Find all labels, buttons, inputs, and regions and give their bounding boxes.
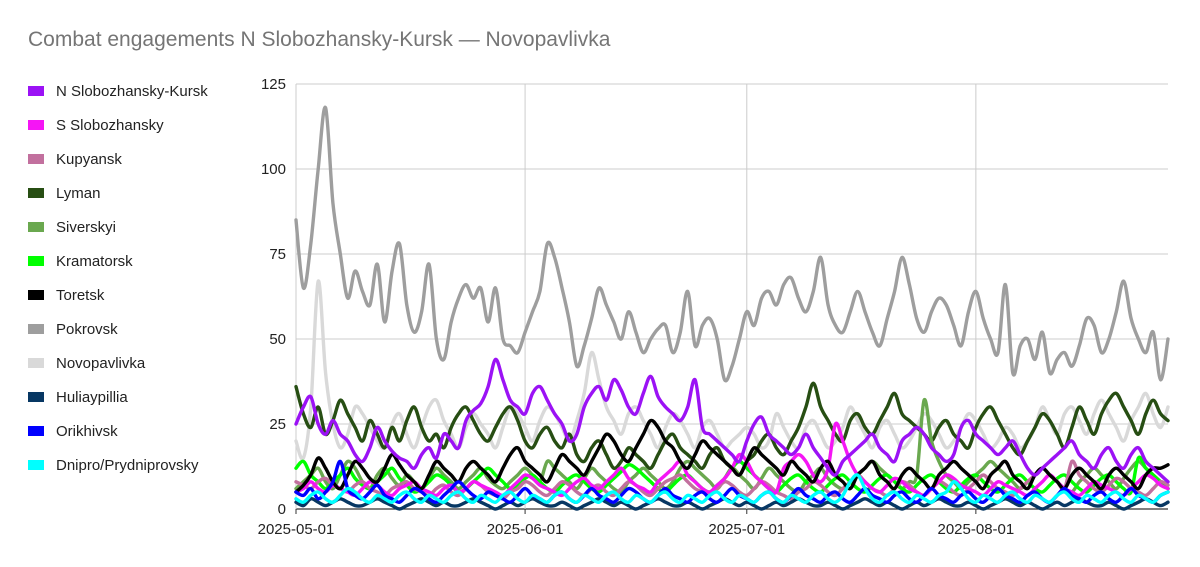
legend-item: Lyman bbox=[28, 176, 208, 210]
y-tick-label: 0 bbox=[278, 501, 286, 518]
y-tick-label: 125 bbox=[261, 76, 286, 93]
x-tick-label: 2025-06-01 bbox=[487, 521, 564, 538]
legend-swatch bbox=[28, 188, 44, 198]
y-tick-label: 75 bbox=[269, 246, 286, 263]
legend-label: Kupyansk bbox=[56, 150, 122, 168]
x-tick-label: 2025-07-01 bbox=[708, 521, 785, 538]
legend-label: Orikhivsk bbox=[56, 422, 118, 440]
legend-label: N Slobozhansky-Kursk bbox=[56, 82, 208, 100]
legend-swatch bbox=[28, 154, 44, 164]
legend-swatch bbox=[28, 426, 44, 436]
series-line-novopavlivka bbox=[294, 279, 1170, 461]
series-line-dnipro-prydniprovsky bbox=[294, 473, 1170, 505]
y-tick-label: 25 bbox=[269, 416, 286, 433]
legend-item: Orikhivsk bbox=[28, 414, 208, 448]
legend-item: Siverskyi bbox=[28, 210, 208, 244]
legend-item: Kramatorsk bbox=[28, 244, 208, 278]
legend-item: N Slobozhansky-Kursk bbox=[28, 74, 208, 108]
legend-label: Lyman bbox=[56, 184, 101, 202]
series-line-toretsk bbox=[294, 418, 1170, 494]
legend-item: Huliaypillia bbox=[28, 380, 208, 414]
legend-swatch bbox=[28, 222, 44, 232]
legend-label: S Slobozhansky bbox=[56, 116, 164, 134]
legend-item: Dnipro/Prydniprovsky bbox=[28, 448, 208, 482]
legend-swatch bbox=[28, 392, 44, 402]
y-tick-label: 100 bbox=[261, 161, 286, 178]
legend-item: S Slobozhansky bbox=[28, 108, 208, 142]
legend-swatch bbox=[28, 460, 44, 470]
legend-label: Novopavlivka bbox=[56, 354, 146, 372]
legend-item: Pokrovsk bbox=[28, 312, 208, 346]
legend-label: Kramatorsk bbox=[56, 252, 133, 270]
legend-swatch bbox=[28, 324, 44, 334]
legend-item: Novopavlivka bbox=[28, 346, 208, 380]
legend-swatch bbox=[28, 86, 44, 96]
x-tick-label: 2025-08-01 bbox=[937, 521, 1014, 538]
legend-label: Siverskyi bbox=[56, 218, 117, 236]
x-tick-label: 2025-05-01 bbox=[258, 521, 335, 538]
legend-swatch bbox=[28, 120, 44, 130]
legend-item: Toretsk bbox=[28, 278, 208, 312]
legend-label: Dnipro/Prydniprovsky bbox=[56, 456, 199, 474]
legend-label: Huliaypillia bbox=[56, 388, 128, 406]
legend-swatch bbox=[28, 290, 44, 300]
legend-swatch bbox=[28, 256, 44, 266]
chart-title: Combat engagements N Slobozhansky-Kursk … bbox=[28, 28, 611, 51]
series-line-n-slobozhansky-kursk bbox=[294, 357, 1170, 484]
y-tick-label: 50 bbox=[269, 331, 286, 348]
series-line-lyman bbox=[294, 381, 1170, 477]
legend-swatch bbox=[28, 358, 44, 368]
chart-legend: N Slobozhansky-Kursk S Slobozhansky Kupyan… bbox=[28, 74, 208, 482]
series-line-pokrovsk bbox=[294, 105, 1170, 383]
legend-item: Kupyansk bbox=[28, 142, 208, 176]
legend-label: Pokrovsk bbox=[56, 320, 118, 338]
legend-label: Toretsk bbox=[56, 286, 105, 304]
